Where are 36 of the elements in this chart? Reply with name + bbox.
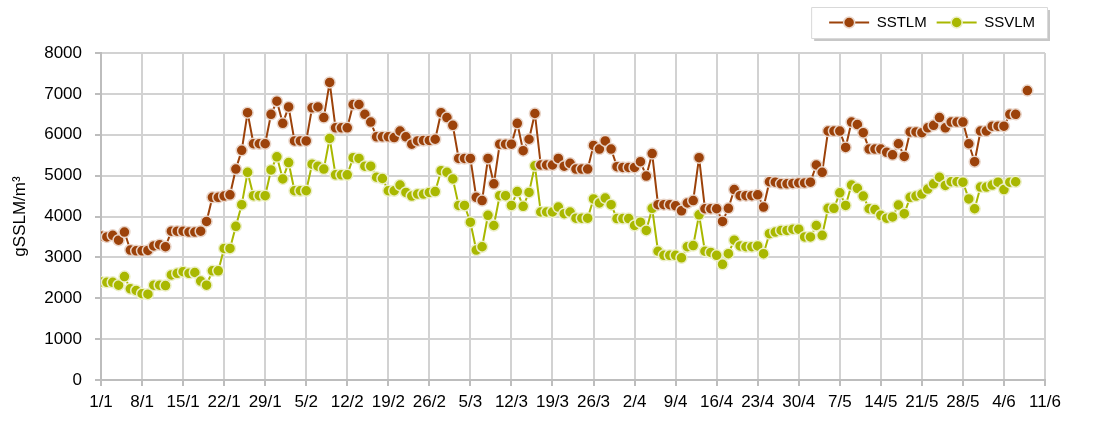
- x-tick-label: 5/2: [294, 391, 319, 411]
- x-tick-label: 16/4: [700, 391, 734, 411]
- x-tick-label: 26/3: [576, 391, 611, 411]
- x-tick-label: 28/5: [946, 391, 980, 411]
- x-tick-label: 22/1: [207, 391, 241, 411]
- y-tick-label: 7000: [44, 83, 82, 103]
- x-tick-label: 5/3: [458, 391, 483, 411]
- y-tick-label: 2000: [44, 287, 82, 307]
- x-tick-label: 12/3: [494, 391, 528, 411]
- x-tick-label: 26/2: [412, 391, 446, 411]
- x-tick-label: 14/5: [864, 391, 898, 411]
- x-tick-label: 2/4: [622, 391, 647, 411]
- x-tick-label: 30/4: [782, 391, 816, 411]
- x-tick-label: 8/1: [130, 391, 154, 411]
- y-tick-label: 4000: [44, 206, 82, 226]
- x-tick-label: 15/1: [166, 391, 200, 411]
- x-tick-label: 4/6: [992, 391, 1016, 411]
- x-tick-label: 9/4: [663, 391, 688, 411]
- x-tick-label: 19/2: [371, 391, 405, 411]
- y-tick-label: 1000: [44, 328, 82, 348]
- x-tick-label: 19/3: [535, 391, 570, 411]
- x-tick-label: 29/1: [248, 391, 282, 411]
- y-tick-label: 3000: [44, 247, 82, 267]
- x-tick-label: 11/6: [1029, 391, 1061, 411]
- x-tick-label: 7/5: [827, 391, 852, 411]
- legend-label: SSVLM: [984, 12, 1036, 30]
- x-tick-label: 23/4: [741, 391, 775, 411]
- y-tick-label: 5000: [44, 165, 82, 185]
- y-tick-label: 8000: [44, 42, 82, 62]
- y-tick-label: 6000: [44, 124, 82, 144]
- x-tick-label: 1/1: [89, 391, 113, 411]
- x-tick-label: 12/2: [330, 391, 364, 411]
- legend-label: SSTLM: [876, 12, 927, 30]
- y-axis-title: gSSLM/m³: [9, 176, 29, 257]
- x-tick-label: 21/5: [905, 391, 939, 411]
- y-tick-label: 0: [72, 369, 82, 389]
